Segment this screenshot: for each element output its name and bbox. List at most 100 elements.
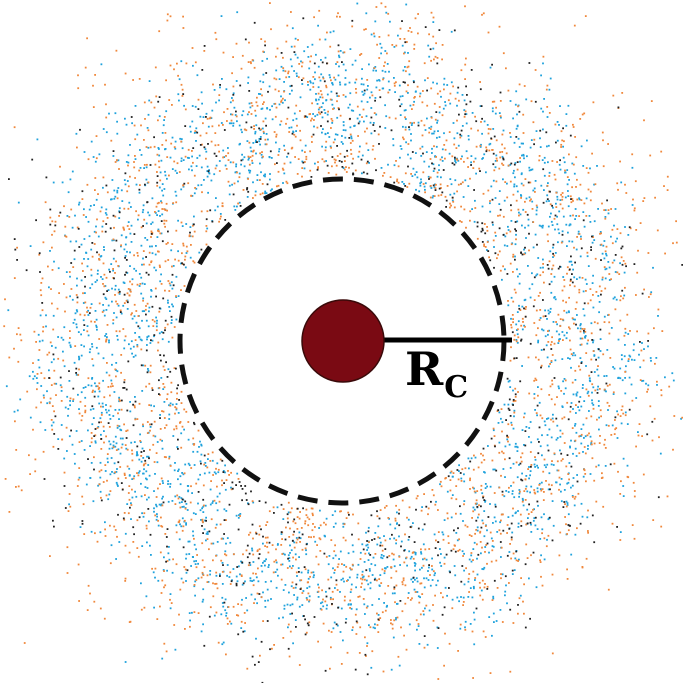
particle-orange [559, 318, 562, 320]
particle-orange [506, 196, 509, 199]
particle-blue [361, 68, 363, 70]
particle-orange [115, 260, 117, 263]
particle-blue [219, 213, 222, 215]
particle-orange [478, 581, 481, 584]
particle-blue [80, 333, 82, 336]
particle-orange [502, 452, 505, 455]
particle-orange [512, 318, 514, 320]
particle-orange [297, 39, 299, 41]
particle-blue [108, 339, 110, 342]
particle-blue [116, 483, 119, 486]
particle-blue [236, 580, 239, 583]
particle-blue [529, 474, 531, 477]
particle-orange [377, 536, 380, 539]
particle-orange [82, 503, 85, 506]
particle-blue [211, 109, 214, 112]
particle-blue [473, 220, 476, 223]
particle-blue [365, 531, 367, 534]
particle-blue [143, 468, 145, 471]
particle-blue [577, 230, 580, 233]
particle-black [160, 220, 163, 222]
particle-blue [215, 472, 217, 475]
particle-orange [53, 230, 56, 233]
particle-orange [540, 388, 543, 391]
particle-orange [170, 391, 173, 394]
particle-blue [491, 634, 493, 637]
particle-orange [288, 655, 291, 658]
particle-blue [489, 210, 492, 213]
particle-orange [175, 201, 178, 204]
particle-blue [366, 88, 369, 91]
particle-blue [399, 145, 402, 147]
particle-blue [161, 447, 164, 450]
particle-orange [566, 266, 569, 269]
particle-blue [89, 348, 92, 351]
particle-orange [460, 158, 462, 160]
particle-blue [517, 522, 520, 525]
particle-blue [126, 250, 128, 253]
particle-blue [439, 548, 441, 550]
particle-black [521, 479, 524, 482]
particle-blue [163, 188, 166, 190]
particle-blue [167, 299, 169, 302]
particle-blue [589, 221, 592, 223]
particle-orange [595, 500, 598, 503]
particle-blue [193, 215, 195, 218]
particle-orange [509, 262, 512, 265]
particle-blue [219, 86, 221, 89]
particle-blue [265, 133, 268, 135]
particle-blue [111, 471, 113, 473]
particle-orange [365, 655, 367, 657]
particle-blue [147, 211, 149, 214]
particle-orange [382, 78, 384, 81]
particle-blue [424, 188, 426, 191]
particle-orange [656, 229, 659, 232]
particle-blue [509, 163, 512, 166]
particle-black [313, 616, 316, 618]
particle-blue [508, 443, 511, 446]
particle-orange [586, 251, 589, 254]
particle-blue [508, 551, 511, 553]
particle-orange [320, 93, 323, 96]
particle-orange [280, 120, 283, 123]
particle-orange [265, 524, 267, 526]
particle-blue [528, 169, 531, 172]
particle-orange [548, 483, 550, 486]
particle-orange [473, 160, 475, 163]
particle-orange [491, 540, 494, 542]
particle-orange [652, 519, 655, 521]
particle-blue [68, 341, 71, 344]
particle-blue [276, 544, 279, 546]
particle-blue [139, 167, 142, 169]
particle-orange [410, 31, 413, 33]
particle-orange [221, 571, 224, 573]
particle-blue [90, 462, 93, 464]
particle-orange [184, 507, 187, 510]
particle-orange [616, 228, 619, 230]
particle-orange [332, 108, 334, 110]
particle-blue [470, 554, 473, 557]
particle-orange [153, 320, 156, 323]
particle-blue [62, 338, 65, 341]
particle-blue [255, 637, 257, 640]
particle-blue [275, 586, 278, 589]
particle-black [134, 400, 137, 403]
particle-orange [542, 499, 545, 501]
particle-blue [235, 80, 238, 82]
particle-blue [115, 481, 118, 484]
particle-orange [525, 523, 528, 526]
particle-blue [162, 569, 165, 571]
particle-blue [458, 600, 460, 603]
particle-blue [615, 298, 618, 301]
particle-blue [521, 429, 524, 431]
particle-orange [460, 69, 463, 72]
particle-orange [252, 150, 254, 153]
particle-blue [75, 323, 78, 326]
particle-orange [20, 339, 23, 342]
particle-blue [530, 531, 533, 533]
particle-orange [337, 563, 340, 566]
particle-orange [366, 79, 369, 81]
particle-blue [177, 250, 179, 253]
particle-orange [571, 381, 574, 384]
particle-orange [439, 90, 442, 93]
